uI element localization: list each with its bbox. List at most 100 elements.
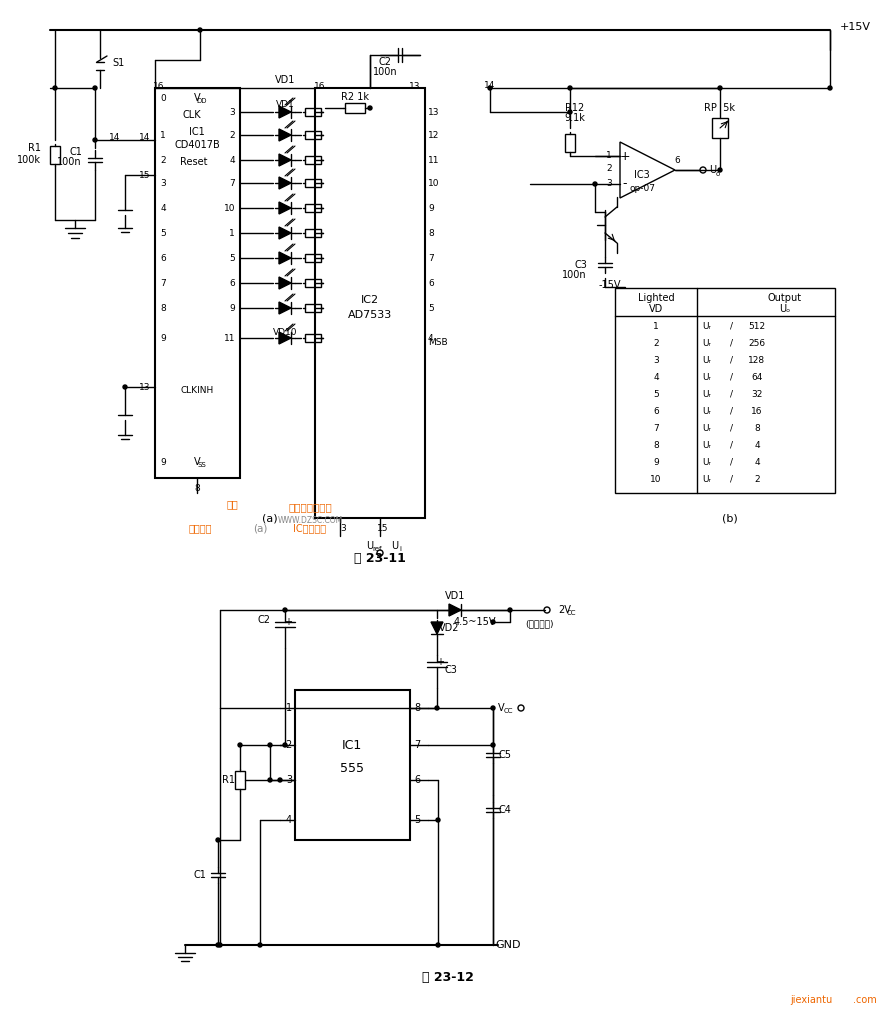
Polygon shape (279, 129, 291, 141)
Text: /: / (730, 338, 734, 347)
Text: R1: R1 (222, 775, 235, 785)
Text: 7: 7 (653, 423, 659, 432)
Text: 9: 9 (160, 458, 166, 466)
Text: 100k: 100k (17, 155, 41, 165)
Text: 全球最大: 全球最大 (188, 523, 211, 533)
Text: Uₒ: Uₒ (780, 304, 790, 314)
Text: 11: 11 (428, 155, 440, 165)
Text: -: - (623, 178, 627, 190)
Circle shape (593, 182, 597, 186)
Text: +: + (436, 657, 444, 667)
Bar (305, 279, 321, 287)
Text: 1: 1 (607, 150, 612, 159)
Text: IC1: IC1 (342, 739, 362, 751)
Bar (305, 304, 321, 312)
Text: 13: 13 (139, 382, 150, 391)
Text: +15V: +15V (840, 22, 871, 32)
Text: C5: C5 (498, 750, 512, 760)
Text: 4: 4 (754, 440, 760, 450)
Polygon shape (279, 301, 291, 314)
Circle shape (218, 943, 222, 947)
Text: Uᵣ: Uᵣ (702, 458, 711, 466)
Text: +: + (620, 149, 630, 162)
Text: R12: R12 (565, 103, 584, 113)
Text: Uᵣ: Uᵣ (702, 356, 711, 365)
Text: 2V: 2V (558, 605, 571, 615)
Text: 1: 1 (229, 229, 235, 237)
Text: 5: 5 (414, 815, 420, 825)
Text: Uᵣ: Uᵣ (702, 372, 711, 381)
Bar (565, 134, 575, 152)
Text: +: + (284, 617, 292, 628)
Text: Reset: Reset (180, 157, 208, 167)
Text: 13: 13 (428, 107, 440, 117)
Text: V: V (194, 93, 201, 103)
Text: 3: 3 (607, 179, 612, 187)
Text: 1: 1 (653, 322, 659, 330)
Text: 6: 6 (414, 775, 420, 785)
Text: U: U (366, 541, 374, 551)
Bar (315, 88, 425, 518)
Text: 9: 9 (229, 304, 235, 313)
Text: /: / (730, 372, 734, 381)
Text: /: / (730, 407, 734, 416)
Text: 8: 8 (414, 703, 420, 713)
Circle shape (93, 86, 97, 90)
Text: ref: ref (372, 546, 382, 552)
Text: 7: 7 (160, 279, 166, 287)
Circle shape (123, 385, 127, 389)
Text: 8: 8 (653, 440, 659, 450)
Text: Uᵣ: Uᵣ (702, 407, 711, 416)
Text: 13: 13 (409, 82, 420, 91)
Text: 5: 5 (653, 389, 659, 399)
Text: 2: 2 (286, 740, 292, 750)
Polygon shape (449, 604, 461, 616)
Text: CC: CC (504, 708, 513, 714)
Text: R1: R1 (28, 143, 41, 153)
Polygon shape (279, 106, 291, 118)
Text: MSB: MSB (428, 337, 448, 346)
Text: jiexiantu: jiexiantu (790, 995, 832, 1005)
Text: 2: 2 (607, 164, 612, 173)
Text: C4: C4 (498, 805, 512, 815)
Text: Uᵣ: Uᵣ (702, 322, 711, 330)
Text: IC1: IC1 (189, 127, 205, 137)
Text: VD: VD (649, 304, 663, 314)
Text: VD10: VD10 (272, 327, 297, 336)
Text: 15: 15 (377, 523, 389, 532)
Text: 16: 16 (751, 407, 762, 416)
Text: Output: Output (768, 293, 802, 303)
Text: 2: 2 (229, 131, 235, 139)
Text: 555: 555 (340, 761, 364, 775)
Text: 4: 4 (286, 815, 292, 825)
Circle shape (283, 608, 287, 612)
Text: 32: 32 (752, 389, 762, 399)
Text: 3: 3 (229, 107, 235, 117)
Text: 100n: 100n (373, 67, 397, 77)
Circle shape (436, 943, 440, 947)
Bar (305, 131, 321, 139)
Circle shape (436, 818, 440, 822)
Circle shape (258, 943, 262, 947)
Circle shape (491, 706, 495, 710)
Bar (305, 108, 321, 117)
Text: 7: 7 (414, 740, 420, 750)
Circle shape (718, 168, 722, 172)
Text: Lighted: Lighted (638, 293, 675, 303)
Text: Uᵣ: Uᵣ (702, 423, 711, 432)
Text: /: / (730, 322, 734, 330)
Text: 8: 8 (160, 304, 166, 313)
Text: Uᵣ: Uᵣ (702, 389, 711, 399)
Text: 1: 1 (160, 131, 166, 139)
Text: 9: 9 (428, 203, 434, 213)
Text: 8: 8 (754, 423, 760, 432)
Text: DD: DD (197, 98, 207, 104)
Circle shape (435, 706, 439, 710)
Text: 10: 10 (650, 474, 662, 483)
Text: S1: S1 (112, 58, 125, 68)
Text: V: V (194, 457, 201, 467)
Circle shape (488, 86, 492, 90)
Text: 2: 2 (160, 155, 166, 165)
Text: C2: C2 (378, 57, 392, 67)
Text: /: / (730, 458, 734, 466)
